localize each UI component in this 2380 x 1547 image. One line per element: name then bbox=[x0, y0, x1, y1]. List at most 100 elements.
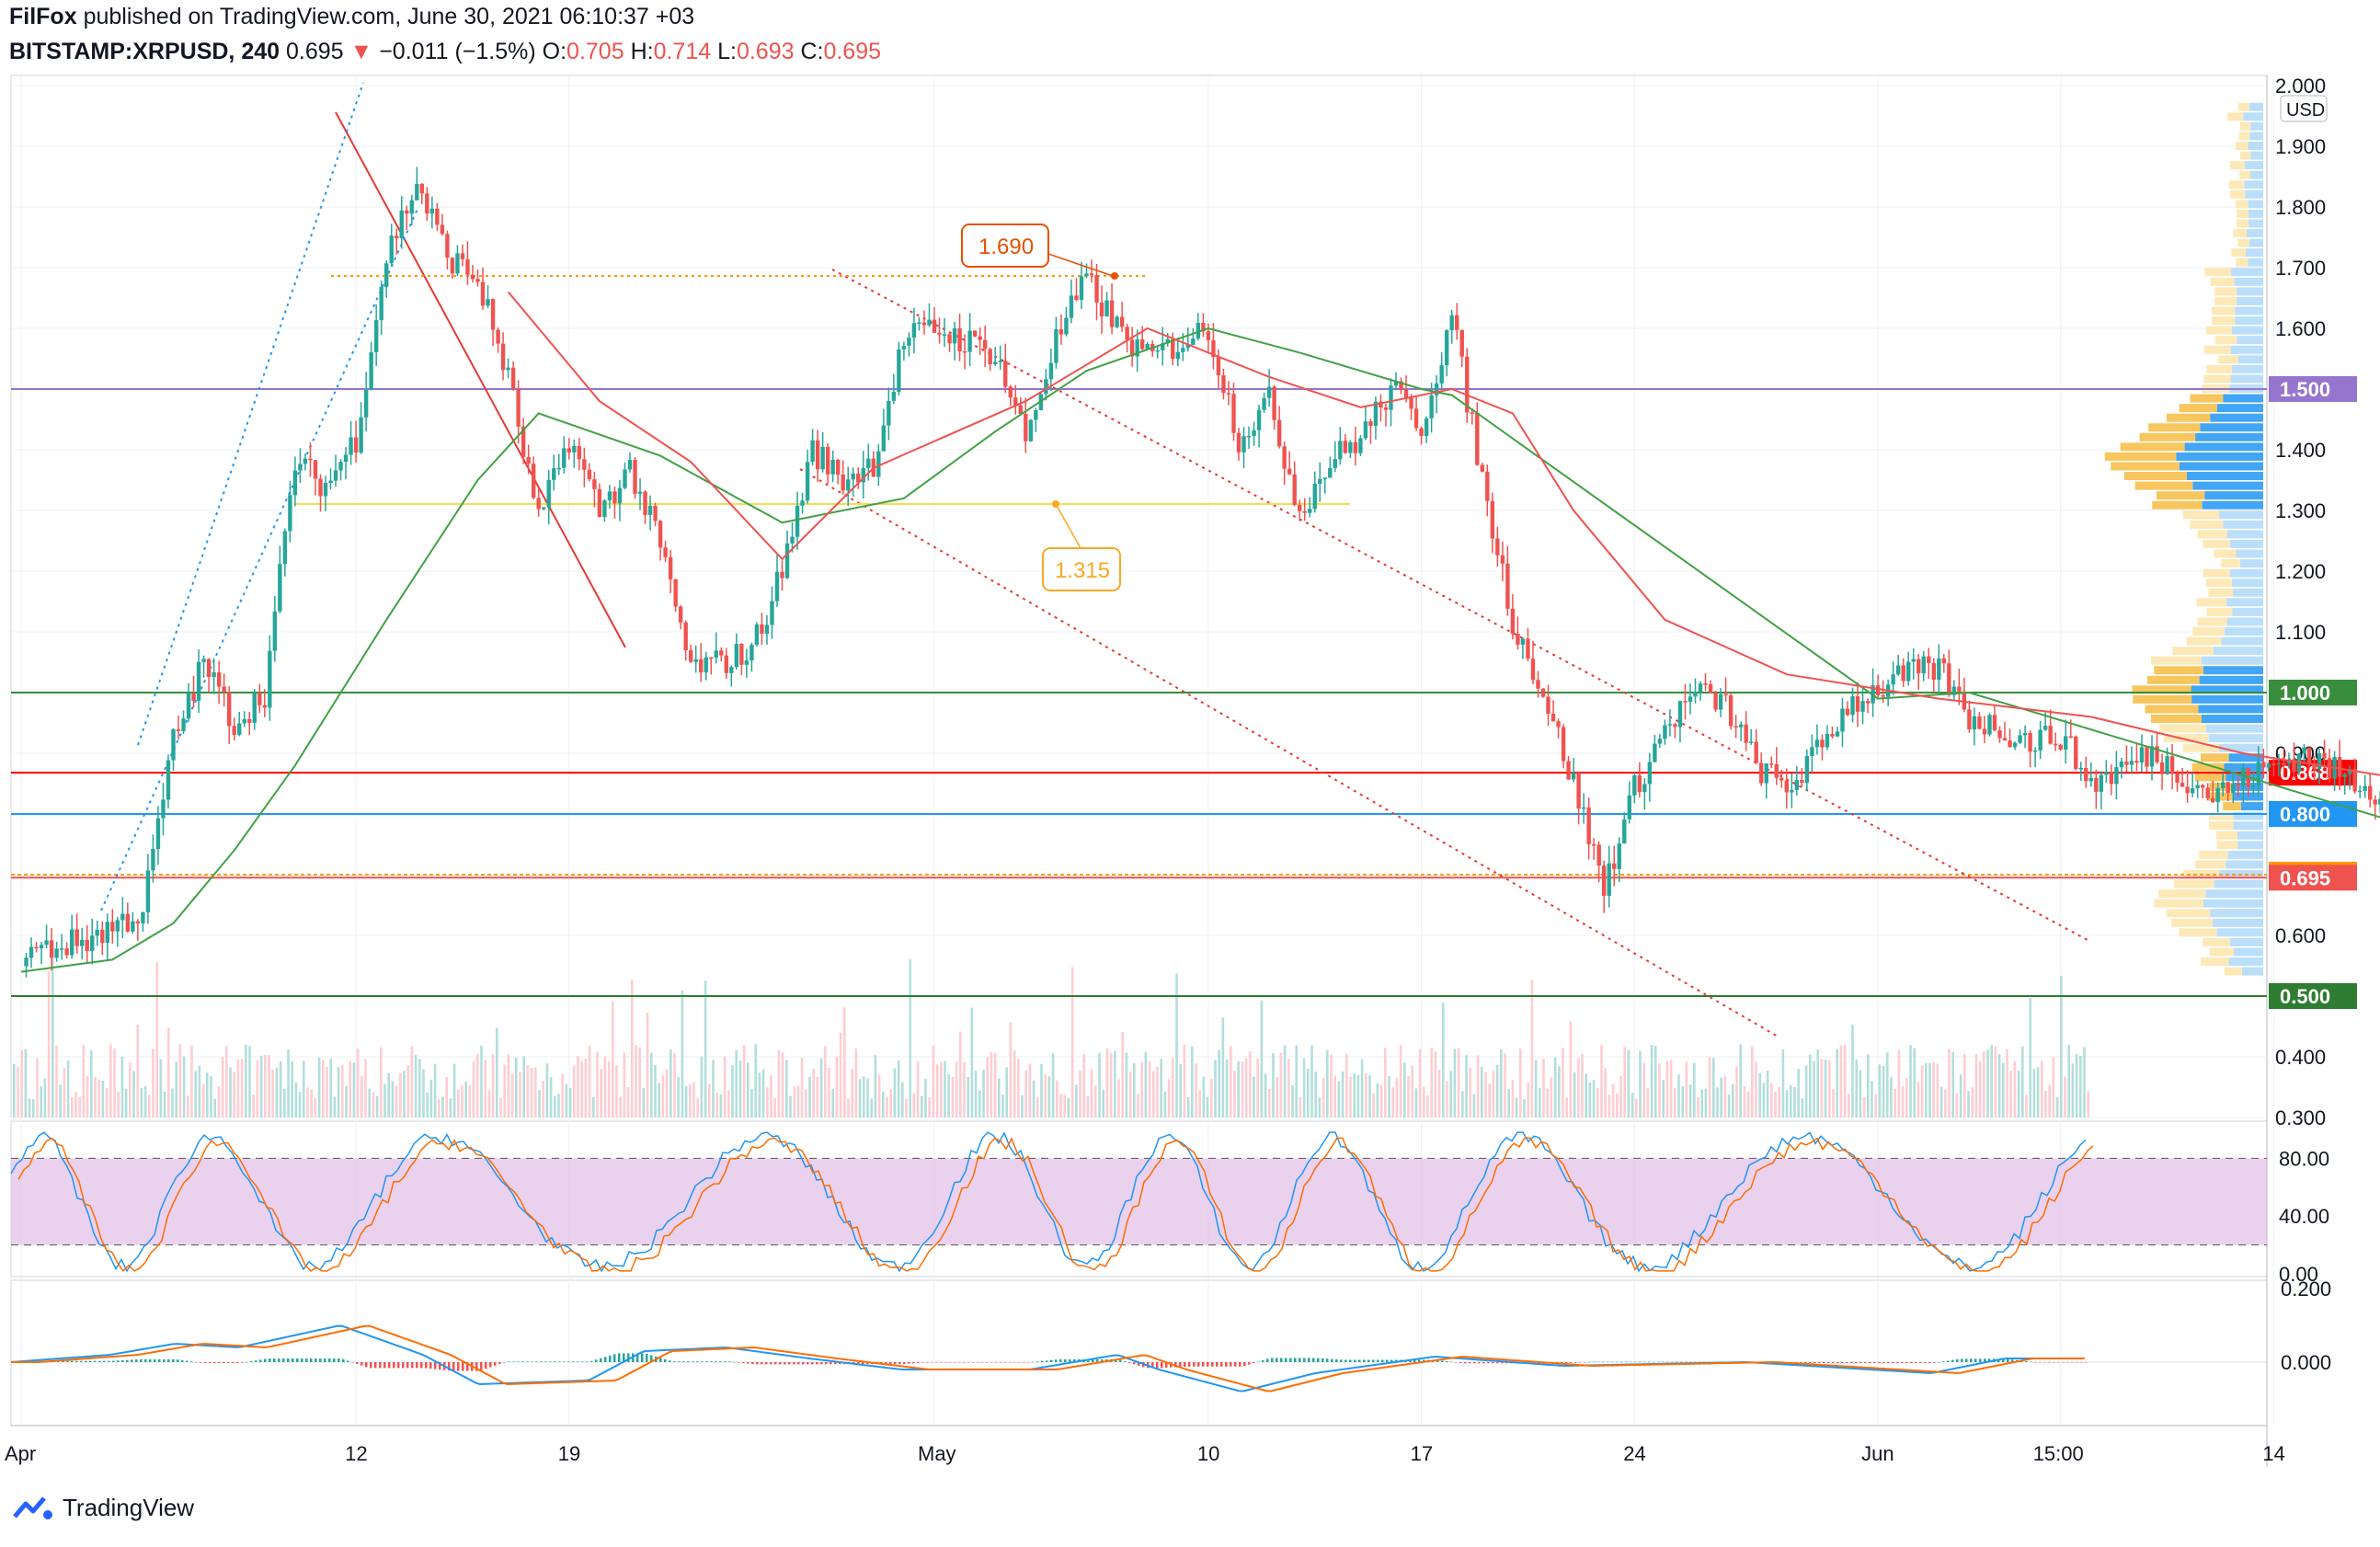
candle-body bbox=[1379, 401, 1383, 408]
candle-body bbox=[1505, 563, 1510, 609]
candle-body bbox=[1632, 775, 1637, 796]
volume-bar bbox=[1785, 1090, 1789, 1117]
macd-histogram-bar bbox=[1239, 1362, 1241, 1367]
macd-histogram-bar bbox=[1243, 1362, 1246, 1367]
vp-bar-down bbox=[2203, 374, 2231, 384]
macd-histogram-bar bbox=[935, 1362, 938, 1363]
candle-body bbox=[830, 459, 835, 475]
macd-histogram-bar bbox=[830, 1362, 832, 1365]
candle-body bbox=[1185, 345, 1191, 349]
macd-histogram-bar bbox=[1174, 1362, 1177, 1368]
candle-body bbox=[1962, 691, 1967, 710]
macd-histogram-bar bbox=[1611, 1361, 1614, 1363]
candle-body bbox=[1830, 733, 1835, 737]
candle-body bbox=[774, 571, 780, 602]
vp-bar-up bbox=[2228, 753, 2263, 762]
candle-body bbox=[1688, 696, 1693, 703]
high-value: 0.714 bbox=[653, 39, 712, 64]
macd-histogram-bar bbox=[264, 1358, 267, 1362]
volume-bar bbox=[1365, 1073, 1367, 1117]
vp-bar-up bbox=[2243, 112, 2263, 121]
volume-bar bbox=[171, 1088, 174, 1117]
volume-bar bbox=[1886, 1052, 1889, 1117]
macd-histogram-bar bbox=[788, 1362, 791, 1365]
macd-histogram-bar bbox=[719, 1361, 722, 1362]
time-tick-label: Apr bbox=[5, 1442, 36, 1465]
volume-bar bbox=[955, 1061, 958, 1117]
tradingview-footer[interactable]: TradingView bbox=[13, 1494, 194, 1522]
level-tag bbox=[2269, 376, 2357, 402]
candle-body bbox=[2119, 761, 2124, 768]
symbol-name[interactable]: BITSTAMP:XRPUSD, 240 bbox=[9, 39, 280, 64]
vp-bar-down bbox=[2228, 180, 2245, 189]
candle-body bbox=[1013, 397, 1018, 406]
macd-histogram-bar bbox=[1469, 1362, 1471, 1364]
volume-bar bbox=[1457, 1048, 1460, 1117]
macd-histogram-bar bbox=[1446, 1361, 1448, 1362]
macd-histogram-bar bbox=[995, 1362, 998, 1363]
candle-body bbox=[1540, 688, 1546, 697]
macd-histogram-bar bbox=[521, 1361, 524, 1362]
level-tag bbox=[2269, 983, 2357, 1009]
volume-bar bbox=[1395, 1078, 1399, 1117]
candle-body bbox=[1845, 708, 1850, 716]
volume-bar bbox=[372, 1092, 375, 1117]
candle-body bbox=[825, 446, 830, 475]
volume-bar bbox=[225, 1046, 228, 1117]
macd-signal-line bbox=[11, 1324, 2085, 1392]
volume-bar bbox=[63, 1068, 66, 1117]
volume-bar bbox=[317, 1057, 321, 1117]
volume-bar bbox=[2013, 1060, 2017, 1117]
macd-histogram-bar bbox=[1202, 1362, 1205, 1367]
volume-bar bbox=[1932, 1061, 1935, 1117]
candle-body bbox=[1855, 696, 1860, 712]
vp-bar-up bbox=[2237, 287, 2263, 296]
volume-bar bbox=[82, 1044, 86, 1117]
macd-histogram-bar bbox=[508, 1361, 510, 1362]
volume-bar bbox=[1183, 1044, 1186, 1117]
macd-histogram-bar bbox=[246, 1361, 248, 1363]
candle-body bbox=[80, 939, 85, 946]
volume-bar bbox=[1307, 1069, 1310, 1117]
macd-histogram-bar bbox=[1970, 1358, 1973, 1362]
macd-histogram-bar bbox=[108, 1360, 110, 1362]
volume-bar bbox=[1697, 1096, 1699, 1117]
candle-body bbox=[1424, 418, 1429, 437]
volume-bar bbox=[1990, 1045, 1993, 1117]
candle-body bbox=[1292, 474, 1297, 505]
macd-histogram-bar bbox=[2007, 1358, 2009, 1362]
low-label: L: bbox=[717, 39, 737, 64]
vp-bar-up bbox=[2237, 336, 2263, 345]
macd-histogram-bar bbox=[567, 1361, 570, 1362]
candle-body bbox=[1282, 446, 1287, 469]
vp-bar-down bbox=[2139, 432, 2196, 441]
vp-bar-down bbox=[2179, 404, 2217, 413]
candle-body bbox=[2378, 798, 2380, 805]
candle-body bbox=[820, 446, 825, 470]
macd-histogram-bar bbox=[411, 1362, 414, 1369]
author-name[interactable]: FilFox bbox=[9, 4, 77, 29]
candle-body bbox=[1738, 724, 1744, 728]
price-tick-label: 2.000 bbox=[2275, 74, 2326, 97]
candle-body bbox=[1526, 638, 1530, 659]
volume-bar bbox=[1577, 1058, 1580, 1117]
vp-bar-up bbox=[2226, 860, 2263, 869]
volume-bar bbox=[893, 1068, 897, 1117]
volume-bar bbox=[785, 1060, 788, 1117]
volume-bar bbox=[1813, 1060, 1815, 1117]
candle-body bbox=[1333, 459, 1338, 468]
vp-bar-up bbox=[2208, 734, 2263, 743]
vp-bar-up bbox=[2231, 326, 2263, 335]
volume-bar bbox=[1225, 1059, 1229, 1117]
macd-histogram-bar bbox=[1133, 1362, 1136, 1365]
vp-bar-up bbox=[2202, 500, 2263, 510]
volume-bar bbox=[2032, 1069, 2036, 1117]
candle-body bbox=[1191, 338, 1196, 346]
volume-bar bbox=[468, 1084, 472, 1117]
macd-histogram-bar bbox=[1892, 1362, 1894, 1364]
macd-histogram-bar bbox=[1478, 1362, 1481, 1364]
volume-bar bbox=[2055, 1097, 2059, 1117]
macd-histogram-bar bbox=[761, 1362, 763, 1365]
vp-bar-up bbox=[2230, 345, 2263, 354]
